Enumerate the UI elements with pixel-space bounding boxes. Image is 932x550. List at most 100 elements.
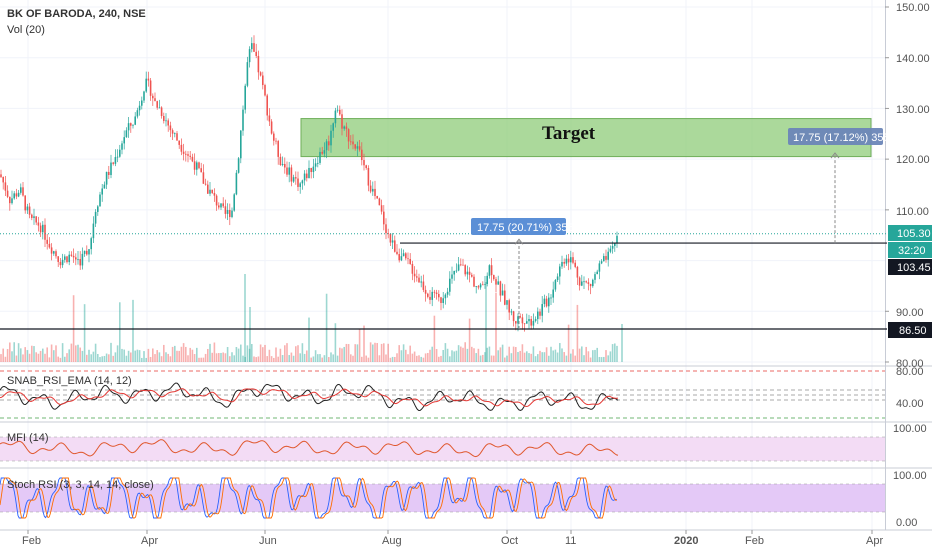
- volume-bar: [556, 352, 559, 362]
- candle-body: [446, 291, 449, 295]
- candle-body: [462, 264, 464, 266]
- volume-bar: [2, 348, 4, 362]
- volume-bar: [185, 346, 187, 362]
- volume-bar: [94, 343, 97, 362]
- candle-body: [372, 188, 374, 192]
- candle-body: [537, 311, 539, 320]
- measure-tag-1: 17.75 (20.71%) 355: [477, 222, 574, 234]
- volume-bar: [99, 357, 101, 362]
- volume-bar: [574, 355, 576, 362]
- volume-bar: [488, 346, 491, 362]
- candle-body: [587, 282, 590, 284]
- candle-body: [48, 243, 51, 248]
- volume-bar: [416, 355, 418, 362]
- volume-bar: [451, 350, 453, 362]
- candle-body: [288, 167, 290, 175]
- volume-bar: [561, 348, 563, 362]
- candle-body: [534, 319, 537, 321]
- measure-arrowhead-2: [830, 152, 840, 159]
- candle-body: [589, 283, 592, 287]
- candle-body: [596, 271, 598, 275]
- candle-body: [389, 233, 392, 243]
- volume-bar: [444, 343, 447, 362]
- candle-body: [539, 311, 541, 316]
- volume-bar: [528, 353, 530, 362]
- candle-body: [413, 273, 416, 277]
- volume-bar: [387, 343, 389, 362]
- candle-body: [20, 187, 22, 193]
- candle-body: [222, 203, 224, 207]
- volume-bar: [497, 350, 499, 362]
- candle-body: [376, 196, 378, 199]
- volume-bar: [442, 350, 444, 362]
- candle-body: [110, 162, 112, 175]
- mfi-title: MFI (14): [7, 432, 49, 444]
- candle-body: [526, 321, 528, 324]
- candle-body: [600, 261, 603, 264]
- candle-body: [198, 162, 200, 169]
- candle-body: [37, 222, 40, 226]
- volume-bar: [466, 348, 469, 362]
- time-axis[interactable]: [27, 530, 873, 534]
- volume-bar: [334, 323, 337, 362]
- volume-bar: [464, 342, 466, 362]
- volume-bar: [132, 299, 134, 362]
- volume-bar: [328, 357, 330, 362]
- candle-body: [572, 257, 574, 263]
- volume-bar: [512, 346, 515, 362]
- volume-bar: [550, 346, 552, 362]
- candle-body: [26, 206, 29, 211]
- candle-body: [72, 255, 75, 258]
- resistance-tag: 103.45: [897, 262, 931, 274]
- candle-body: [244, 85, 246, 110]
- candle-body: [165, 120, 167, 122]
- candle-body: [499, 281, 502, 296]
- candle-body: [328, 141, 330, 146]
- volume-bar: [259, 344, 262, 362]
- volume-bar: [57, 356, 59, 362]
- stoch-tick-0: 0.00: [896, 517, 917, 529]
- volume-bar: [286, 343, 288, 362]
- stoch-tick-100: 100.00: [893, 470, 927, 482]
- price-axis[interactable]: [885, 6, 889, 363]
- candle-body: [490, 265, 493, 276]
- candle-body: [248, 49, 251, 63]
- volume-bar: [200, 357, 202, 362]
- volume-bars: [0, 274, 623, 362]
- candle-body: [506, 300, 508, 305]
- candle-body: [79, 259, 81, 266]
- volume-bar: [202, 357, 205, 362]
- candle-body: [561, 262, 563, 267]
- volume-bar: [616, 345, 618, 362]
- candle-body: [61, 259, 64, 266]
- candle-body: [6, 190, 9, 197]
- candle-body: [35, 216, 37, 223]
- candle-body: [39, 225, 42, 233]
- volume-bar: [429, 349, 431, 362]
- candle-body: [193, 161, 196, 170]
- candle-body: [268, 115, 271, 122]
- volume-bar: [218, 353, 220, 362]
- mfi-band: [0, 437, 885, 461]
- candle-body: [442, 298, 444, 303]
- volume-bar: [0, 354, 2, 362]
- volume-bar: [235, 347, 238, 362]
- candle-body: [218, 205, 220, 208]
- candle-body: [440, 297, 442, 303]
- volume-bar: [490, 355, 493, 362]
- volume-bar: [242, 355, 244, 362]
- candle-body: [453, 270, 455, 275]
- volume-bar: [405, 349, 407, 362]
- candle-body: [240, 130, 242, 159]
- volume-bar: [438, 356, 440, 362]
- volume-bar: [273, 357, 275, 362]
- volume-bar: [317, 354, 319, 362]
- volume-bar: [284, 345, 286, 362]
- candle-body: [488, 265, 491, 276]
- candle-body: [15, 193, 18, 197]
- volume-bar: [299, 353, 301, 362]
- volume-bar: [152, 348, 154, 362]
- candle-body: [556, 276, 559, 280]
- volume-bar: [303, 353, 306, 362]
